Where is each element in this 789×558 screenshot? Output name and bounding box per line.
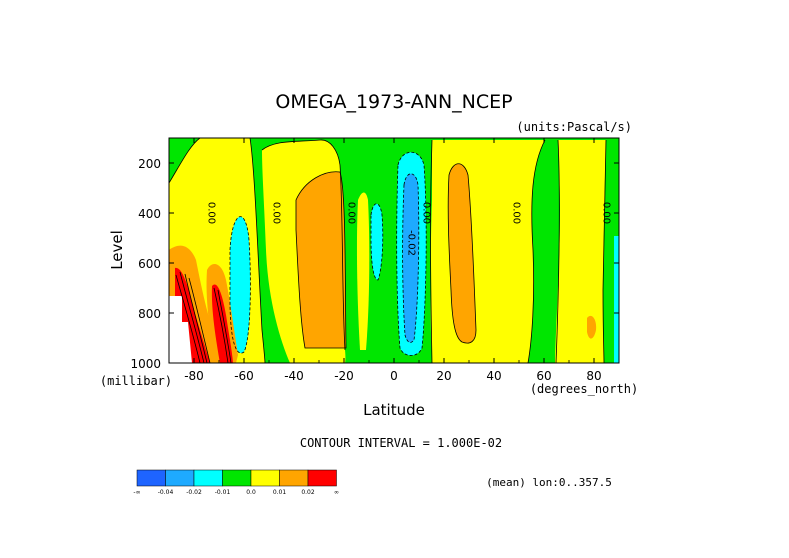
y-axis-title: Level	[108, 230, 126, 270]
colorbar-label: ∞	[334, 489, 339, 496]
contour-label: 0.00	[206, 202, 217, 224]
x-tick-label: 20	[436, 369, 451, 383]
contour-boundary-lines	[169, 138, 607, 363]
x-tick-label: -40	[284, 369, 304, 383]
yellow-region-equatorial	[356, 192, 370, 350]
contour-label: 0.00	[271, 202, 282, 224]
y-units-label: (millibar)	[100, 374, 172, 388]
colorbar-swatch	[165, 469, 195, 487]
contour-interval-text: CONTOUR INTERVAL = 1.000E-02	[300, 436, 502, 450]
colorbar-swatch	[193, 469, 223, 487]
contour-label: 0.00	[421, 202, 432, 224]
contour-labels: 0.00 0.00 0.00 0.00 -0.02 0.00 0.00	[206, 202, 612, 256]
x-tick-label: -80	[184, 369, 204, 383]
colorbar-label: 0.01	[273, 489, 287, 496]
y-axis: 200 400 600 800 1000	[130, 157, 619, 371]
x-tick-label: -60	[234, 369, 254, 383]
colorbar: -∞ -0.04 -0.02 -0.01 0.0 0.01 0.02 ∞	[133, 469, 339, 496]
colorbar-label: -0.01	[215, 489, 231, 496]
yellow-region-polar-north	[555, 140, 606, 363]
contour-label: 0.00	[601, 202, 612, 224]
y-tick-label: 400	[138, 207, 161, 221]
colorbar-swatch	[250, 469, 280, 487]
colorbar-swatch	[279, 469, 309, 487]
x-tick-label: 0	[390, 369, 398, 383]
negative-contour-lines	[229, 151, 427, 356]
colorbar-swatch	[307, 469, 337, 487]
colorbar-label: 0.0	[246, 489, 256, 496]
colorbar-label: -∞	[133, 489, 140, 496]
x-tick-label: -20	[334, 369, 354, 383]
chart-title: OMEGA_1973-ANN_NCEP	[275, 91, 512, 113]
x-axis: -80 -60 -40 -20 0 20 40 60 80	[168, 138, 620, 383]
dense-contour-lines	[175, 271, 232, 363]
colorbar-label: -0.04	[158, 489, 174, 496]
x-units-label: (degrees_north)	[530, 382, 638, 396]
contour-label: 0.00	[346, 202, 357, 224]
x-tick-label: 80	[586, 369, 601, 383]
orange-region-north	[448, 163, 476, 344]
blue-region-itcz	[402, 173, 419, 343]
colorbar-label: -0.02	[186, 489, 202, 496]
colorbar-label: 0.02	[301, 489, 315, 496]
y-tick-label: 800	[138, 307, 161, 321]
colorbar-swatch	[222, 469, 252, 487]
x-tick-label: 40	[486, 369, 501, 383]
x-axis-title: Latitude	[363, 401, 425, 419]
cyan-region-equatorial-small	[371, 203, 383, 280]
orange-spot-polar-north	[587, 315, 597, 339]
contour-label: -0.02	[406, 230, 417, 256]
orange-region-midsouth	[296, 171, 346, 348]
x-tick-label: 60	[536, 369, 551, 383]
colorbar-swatch	[136, 469, 166, 487]
y-tick-label: 1000	[130, 357, 161, 371]
contour-fill: 0.00 0.00 0.00 0.00 -0.02 0.00 0.00	[169, 138, 619, 363]
contour-label: 0.00	[511, 202, 522, 224]
missing-data-region	[169, 296, 192, 363]
units-note: (units:Pascal/s)	[516, 120, 632, 134]
cyan-region-south	[230, 216, 251, 354]
y-tick-label: 200	[138, 157, 161, 171]
cyan-edge-north	[614, 236, 619, 363]
yellow-region-north	[430, 140, 545, 363]
mean-longitude-text: (mean) lon:0..357.5	[486, 476, 612, 489]
y-tick-label: 600	[138, 257, 161, 271]
